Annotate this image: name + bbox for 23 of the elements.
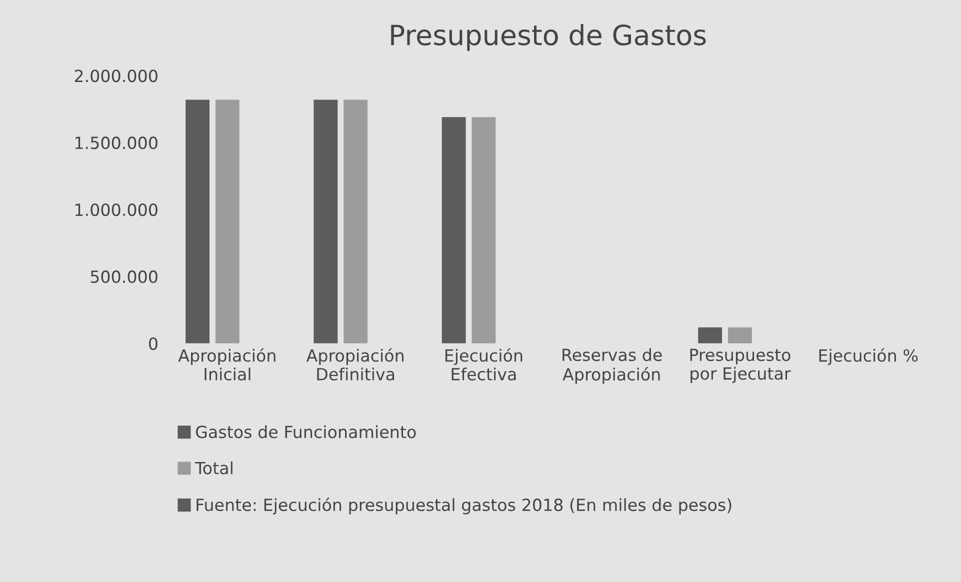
y-tick-label: 2.000.000	[74, 70, 158, 82]
bar	[472, 117, 496, 344]
x-tick-label: Ejecución %	[819, 348, 918, 366]
x-tick-label: Ejecución Efectiva	[445, 348, 522, 380]
x-tick-label: Reservas de Apropiación	[562, 348, 662, 384]
bar	[186, 100, 210, 344]
bar	[344, 100, 368, 344]
y-tick-label: 1.500.000	[76, 136, 158, 150]
legend-label: Total	[194, 461, 232, 474]
bar	[698, 327, 722, 344]
bar	[314, 100, 338, 344]
legend-label: Fuente: Ejecución presupuestal gastos 2018 (En miles de pesos)	[196, 498, 732, 514]
y-tick-label: 500.000	[90, 270, 158, 284]
x-tick-label: Apropiación Inicial	[178, 348, 276, 380]
y-tick-label: 1.000.000	[76, 203, 158, 216]
x-tick-label: Apropiación Definitiva	[306, 348, 404, 380]
y-tick-label: 0	[149, 337, 158, 350]
bar	[442, 117, 466, 344]
bar	[728, 327, 752, 344]
chart-title: Presupuesto de Gastos	[391, 24, 706, 51]
legend-label: Gastos de Funcionamiento	[196, 425, 416, 438]
x-tick-label: Presupuesto por Ejecutar	[690, 348, 791, 384]
bar	[215, 100, 240, 344]
